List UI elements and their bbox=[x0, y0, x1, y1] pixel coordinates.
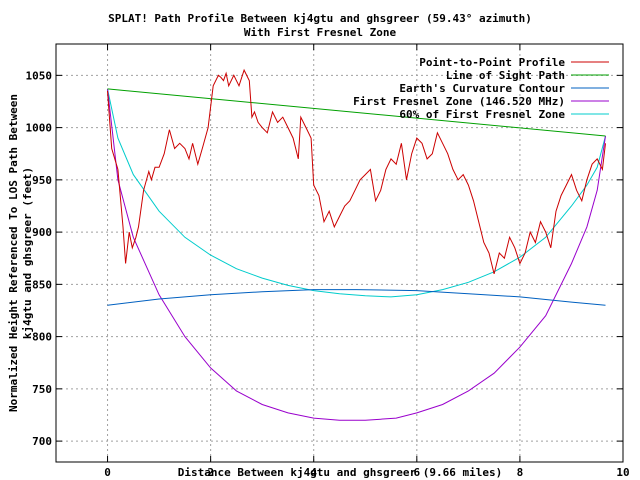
y-axis-label-line1: Normalized Height Referenced To LOS Path… bbox=[7, 94, 20, 412]
y-tick-label: 800 bbox=[32, 331, 52, 344]
y-tick-label: 750 bbox=[32, 383, 52, 396]
chart-title-line2: With First Fresnel Zone bbox=[244, 26, 397, 39]
y-axis-label-line2: kj4gtu and ghsgreer (feet) bbox=[21, 167, 34, 339]
series-line-earth-s-curvature-contour bbox=[107, 289, 606, 306]
series-line-point-to-point-profile bbox=[107, 68, 606, 275]
chart-title-line1: SPLAT! Path Profile Between kj4gtu and g… bbox=[108, 12, 532, 25]
x-tick-label: 8 bbox=[517, 466, 524, 479]
x-tick-label: 4 bbox=[310, 466, 317, 479]
y-tick-label: 700 bbox=[32, 435, 52, 448]
legend-label: 60% of First Fresnel Zone bbox=[399, 108, 565, 121]
y-tick-label: 1050 bbox=[26, 69, 53, 82]
series-line-line-of-sight-path bbox=[107, 88, 606, 137]
y-tick-label: 900 bbox=[32, 226, 52, 239]
series-lines bbox=[107, 68, 606, 421]
legend-label: Point-to-Point Profile bbox=[419, 56, 565, 69]
x-tick-label: 2 bbox=[207, 466, 214, 479]
y-tick-label: 850 bbox=[32, 278, 52, 291]
y-tick-label: 1000 bbox=[26, 122, 53, 135]
x-tick-label: 0 bbox=[104, 466, 111, 479]
x-axis-label: Distance Between kj4gtu and ghsgreer (9.… bbox=[178, 466, 503, 479]
x-tick-label: 10 bbox=[616, 466, 629, 479]
plot-frame bbox=[55, 43, 624, 463]
legend-label: First Fresnel Zone (146.520 MHz) bbox=[353, 95, 565, 108]
x-tick-label: 6 bbox=[414, 466, 421, 479]
series-line-first-fresnel-zone-146-520-mhz bbox=[107, 88, 606, 421]
y-tick-label: 950 bbox=[32, 174, 52, 187]
legend-label: Earth's Curvature Contour bbox=[399, 82, 565, 95]
legend-label: Line of Sight Path bbox=[446, 69, 565, 82]
series-line-60-of-first-fresnel-zone bbox=[107, 88, 606, 298]
axis-ticks: 0 2 4 6 8 10 700 750 800 850 900 950 1000 1050 bbox=[26, 44, 630, 479]
